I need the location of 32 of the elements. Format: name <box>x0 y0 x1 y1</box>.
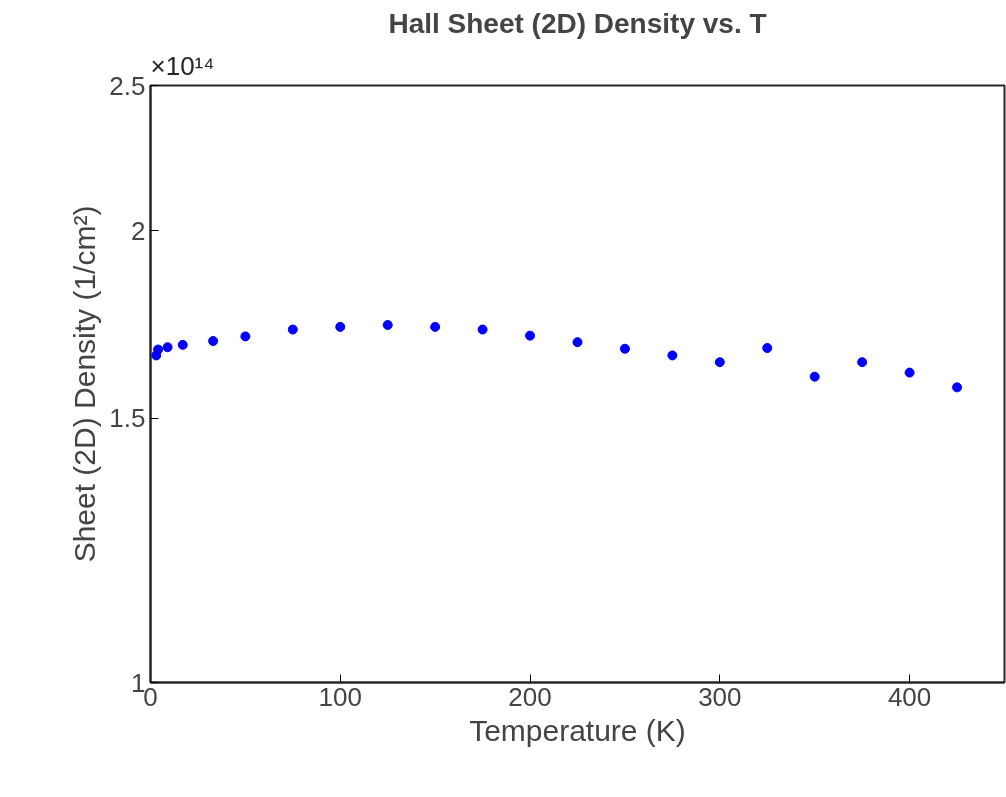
point <box>572 337 583 348</box>
point <box>952 382 963 393</box>
point <box>162 342 173 353</box>
point <box>525 330 536 341</box>
point <box>904 367 915 378</box>
point <box>477 324 488 335</box>
x-tick-label: 0 <box>143 681 158 712</box>
point <box>619 343 630 354</box>
point <box>382 320 393 330</box>
text: ×10¹⁴ <box>150 50 215 81</box>
x-tick-label: 300 <box>698 681 742 712</box>
point <box>287 324 298 335</box>
y-tick-label: 1.5 <box>109 403 146 434</box>
point <box>667 350 678 361</box>
x-tick-label: 400 <box>887 681 932 712</box>
x-axis-title: Temperature (K) <box>469 713 686 747</box>
point <box>177 339 188 350</box>
point <box>430 321 441 332</box>
y-tick-label: 2 <box>131 215 146 246</box>
point <box>153 344 164 355</box>
point <box>714 357 725 368</box>
chart-title: Hall Sheet (2D) Density vs. T <box>388 7 767 39</box>
y-tick-label: 2.5 <box>109 70 146 101</box>
y-axis-title: Sheet (2D) Density (1/cm²) <box>68 205 102 563</box>
x-tick-label: 100 <box>318 681 362 712</box>
point <box>240 331 251 342</box>
x-tick-label: 200 <box>508 681 552 712</box>
point <box>335 321 346 332</box>
point <box>762 342 773 353</box>
point <box>208 336 219 346</box>
point <box>857 357 868 368</box>
point <box>809 371 820 382</box>
